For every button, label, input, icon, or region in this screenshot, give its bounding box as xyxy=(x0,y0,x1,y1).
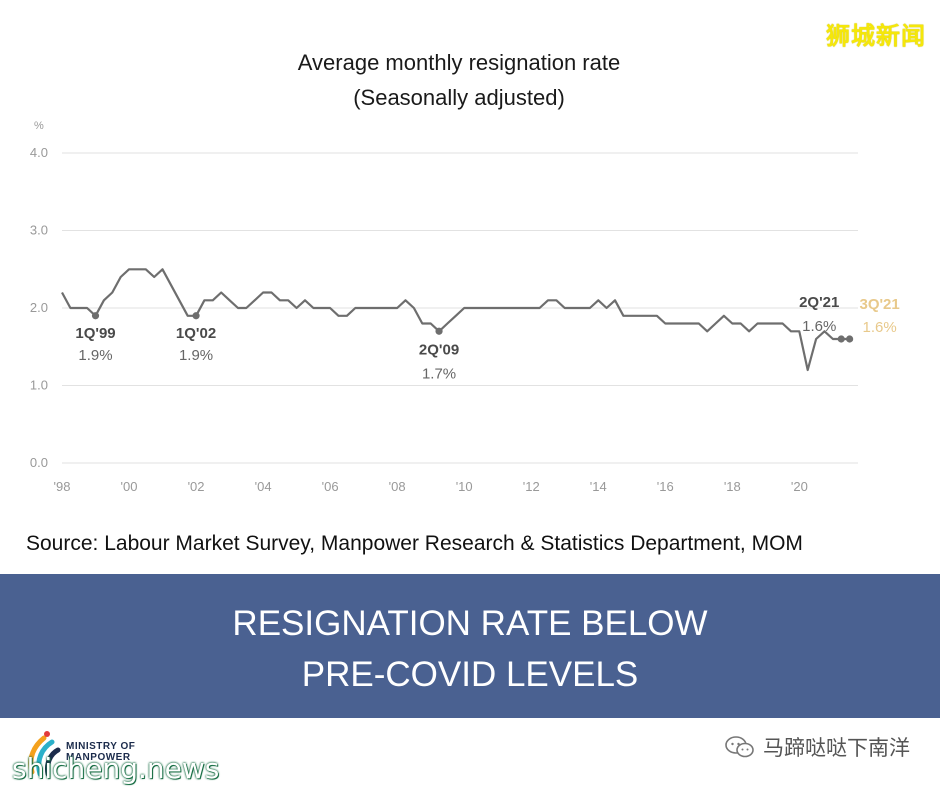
x-tick-label: '04 xyxy=(255,479,272,494)
mom-logo-icon xyxy=(28,731,61,777)
headline-line-2: PRE-COVID LEVELS xyxy=(301,655,639,694)
wechat-icon xyxy=(725,736,754,758)
annotation-value: 1.9% xyxy=(78,347,112,364)
x-tick-label: '14 xyxy=(590,479,607,494)
annotation-marker xyxy=(192,312,200,320)
mom-logo-text: MINISTRY OF MANPOWER xyxy=(66,741,135,763)
annotation-marker xyxy=(846,335,854,343)
y-tick-label: 1.0 xyxy=(30,378,48,393)
annotation-label: 2Q'21 xyxy=(799,294,839,311)
annotation-marker xyxy=(91,312,100,320)
x-tick-label: '10 xyxy=(456,479,473,494)
annotation-value: 1.6% xyxy=(863,319,897,336)
x-tick-label: '18 xyxy=(724,479,741,494)
headline-banner: RESIGNATION RATE BELOW PRE-COVID LEVELS xyxy=(0,574,940,718)
x-tick-label: '16 xyxy=(657,479,674,494)
headline-line-1: RESIGNATION RATE BELOW xyxy=(232,604,708,643)
chart-title: Average monthly resignation rate xyxy=(297,50,621,75)
watermark-top: 狮城新闻 xyxy=(826,22,926,50)
annotation-label: 1Q'02 xyxy=(176,325,216,342)
annotation-value: 1.7% xyxy=(422,365,456,382)
chart-subtitle: (Seasonally adjusted) xyxy=(353,85,565,110)
x-tick-label: '98 xyxy=(54,479,71,494)
annotation-label: 2Q'09 xyxy=(419,341,459,358)
annotation-value: 1.6% xyxy=(802,318,836,335)
y-axis-unit-label: % xyxy=(34,120,44,132)
footer xyxy=(0,718,940,788)
x-tick-label: '06 xyxy=(322,479,339,494)
y-tick-label: 2.0 xyxy=(30,300,48,315)
x-tick-label: '20 xyxy=(791,479,808,494)
annotation-label: 3Q'21 xyxy=(859,296,899,313)
annotation-marker xyxy=(837,335,845,343)
y-tick-label: 4.0 xyxy=(30,145,48,160)
x-tick-label: '12 xyxy=(523,479,540,494)
annotation-marker xyxy=(435,327,443,335)
line-chart: % 0.0 1.0 2.0 3.0 4.0 '98 '00 '02 '04 '06 '08 '10 '12… xyxy=(30,120,900,494)
x-tick-label: '08 xyxy=(389,479,406,494)
x-tick-label: '00 xyxy=(121,479,138,494)
source-note: Source: Labour Market Survey, Manpower R… xyxy=(26,532,803,555)
x-tick-label: '02 xyxy=(188,479,205,494)
annotation-value: 1.9% xyxy=(179,347,213,364)
annotation-label: 1Q'99 xyxy=(75,325,115,342)
mom-logo-line-1: MINISTRY OF xyxy=(66,741,136,752)
site-watermark: shicheng.news xyxy=(12,752,220,785)
wechat-account-name: 马蹄哒哒下南洋 xyxy=(763,736,910,760)
y-tick-label: 0.0 xyxy=(30,455,48,470)
mom-logo-line-2: MANPOWER xyxy=(66,752,131,763)
wechat-account: 马蹄哒哒下南洋 xyxy=(725,732,910,762)
y-tick-label: 3.0 xyxy=(30,223,48,238)
